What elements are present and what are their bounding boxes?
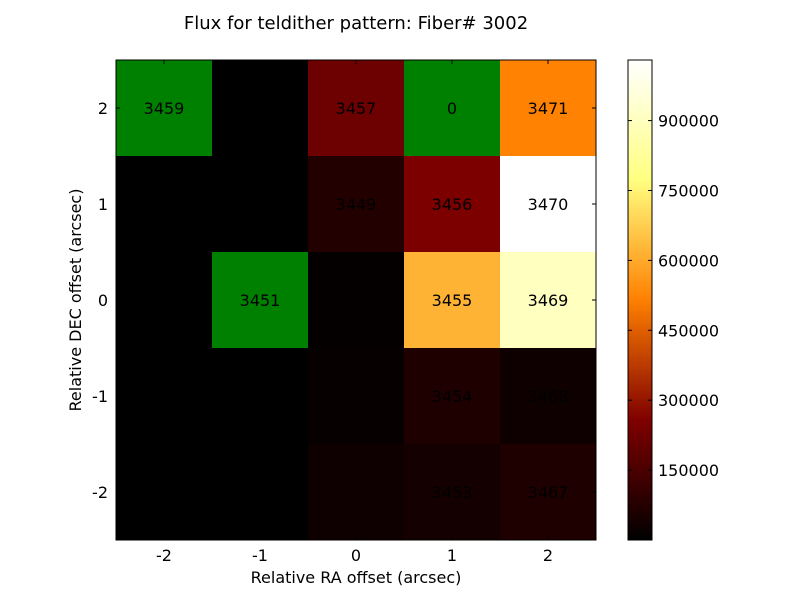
cell-label: 0 <box>447 99 457 118</box>
heatmap-cell <box>500 444 596 540</box>
y-axis-label: Relative DEC offset (arcsec) <box>66 189 85 412</box>
heatmap-cell <box>212 444 308 540</box>
colorbar <box>627 59 653 541</box>
cell-labels: 3459 3457 0 3471 3449 3456 3470 3451 3455 3469 345… <box>144 99 569 502</box>
heatmap-cell <box>116 156 212 252</box>
heatmap-cell <box>308 156 404 252</box>
x-axis-label: Relative RA offset (arcsec) <box>251 568 462 587</box>
heatmap-cell <box>116 444 212 540</box>
heatmap-cell <box>116 60 212 156</box>
heatmap-cell <box>308 252 404 348</box>
cell-label: 3469 <box>528 291 569 310</box>
cell-label: 3467 <box>528 483 569 502</box>
heatmap-cell <box>404 60 500 156</box>
cell-label: 3453 <box>432 483 473 502</box>
x-axis-ticks: -2 -1 0 1 2 <box>156 60 553 565</box>
y-axis-ticks: 2 1 0 -1 -2 <box>92 99 596 502</box>
cell-label: 3471 <box>528 99 569 118</box>
heatmap-cell <box>500 348 596 444</box>
x-tick-label: -1 <box>252 546 268 565</box>
heatmap-cell <box>404 348 500 444</box>
heatmap-cell <box>212 252 308 348</box>
colorbar-tick-label: 600000 <box>658 251 719 270</box>
x-tick-label: -2 <box>156 546 172 565</box>
y-tick-label: -2 <box>92 483 108 502</box>
cell-label: 3451 <box>240 291 281 310</box>
heatmap-cell <box>116 252 212 348</box>
heatmap-cell <box>116 348 212 444</box>
cell-label: 3459 <box>144 99 185 118</box>
y-tick-label: 0 <box>98 291 108 310</box>
colorbar-tick-label: 450000 <box>658 321 719 340</box>
colorbar-tick-label: 150000 <box>658 461 719 480</box>
cell-label: 3449 <box>336 195 377 214</box>
heatmap-cell <box>212 348 308 444</box>
cell-label: 3454 <box>432 387 473 406</box>
colorbar-tick-label: 750000 <box>658 181 719 200</box>
heatmap-cell <box>500 252 596 348</box>
heatmap-cell <box>500 156 596 252</box>
cell-label: 3456 <box>432 195 473 214</box>
heatmap-cell <box>212 156 308 252</box>
colorbar-ticks: 150000 300000 450000 600000 750000 900000 <box>628 112 719 480</box>
heatmap-cell <box>500 60 596 156</box>
heatmap-cell <box>404 156 500 252</box>
cell-label: 3457 <box>336 99 377 118</box>
heatmap-cell <box>212 60 308 156</box>
x-tick-label: 2 <box>543 546 553 565</box>
y-tick-label: -1 <box>92 387 108 406</box>
colorbar-tick-label: 300000 <box>658 391 719 410</box>
y-tick-label: 1 <box>98 195 108 214</box>
heatmap-cell <box>404 252 500 348</box>
heatmap-cell <box>308 348 404 444</box>
x-tick-label: 0 <box>351 546 361 565</box>
chart-title: Flux for teldither pattern: Fiber# 3002 <box>184 13 528 34</box>
x-tick-label: 1 <box>447 546 457 565</box>
y-tick-label: 2 <box>98 99 108 118</box>
heatmap-cell <box>308 444 404 540</box>
cell-label: 3468 <box>528 387 569 406</box>
colorbar-tick-label: 900000 <box>658 112 719 131</box>
heatmap-cell <box>308 60 404 156</box>
cell-label: 3455 <box>432 291 473 310</box>
cell-label: 3470 <box>528 195 569 214</box>
heatmap-cells <box>116 60 596 540</box>
heatmap-cell <box>404 444 500 540</box>
